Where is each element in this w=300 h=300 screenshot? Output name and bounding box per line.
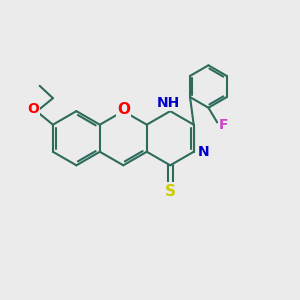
Text: N: N <box>197 145 209 159</box>
Text: NH: NH <box>157 96 180 110</box>
Text: O: O <box>117 102 130 117</box>
Text: O: O <box>27 102 39 116</box>
Text: F: F <box>219 118 229 132</box>
Text: S: S <box>165 184 176 199</box>
